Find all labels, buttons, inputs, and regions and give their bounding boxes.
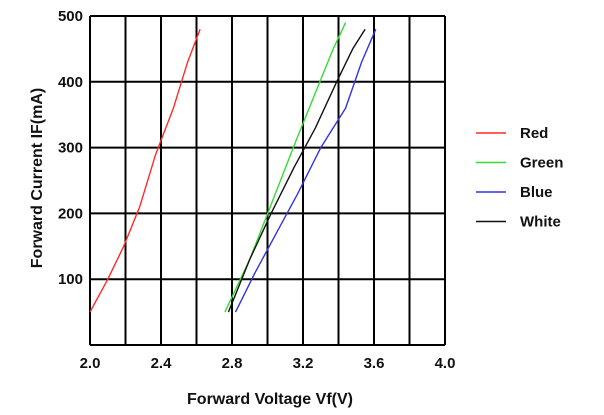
series-line-blue [234,28,377,313]
x-tick-label: 2.0 [80,355,101,372]
legend: Red Green Blue White [476,125,563,231]
x-tick-label: 3.6 [364,355,385,372]
y-axis-label: Forward Current IF(mA) [29,88,46,268]
x-tick-labels: 2.0 2.4 2.8 3.2 3.6 4.0 [80,355,456,372]
grid [89,15,446,346]
y-tick-label: 100 [58,271,83,288]
y-tick-label: 500 [58,8,83,25]
series-line-green [224,22,347,313]
legend-label-red: Red [520,125,548,142]
y-tick-label: 200 [58,205,83,222]
legend-label-white: White [520,214,561,231]
legend-label-blue: Blue [520,184,553,201]
x-tick-label: 2.8 [222,355,243,372]
x-tick-label: 4.0 [435,355,456,372]
series-layer [89,22,377,313]
legend-label-green: Green [520,155,563,172]
x-tick-label: 2.4 [151,355,173,372]
x-axis-label: Forward Voltage Vf(V) [187,391,353,408]
series-line-red [89,28,201,313]
x-tick-label: 3.2 [293,355,314,372]
series-line-white [227,28,366,313]
y-tick-labels: 100 200 300 400 500 [58,8,83,288]
y-tick-label: 400 [58,74,83,91]
y-tick-label: 300 [58,140,83,157]
